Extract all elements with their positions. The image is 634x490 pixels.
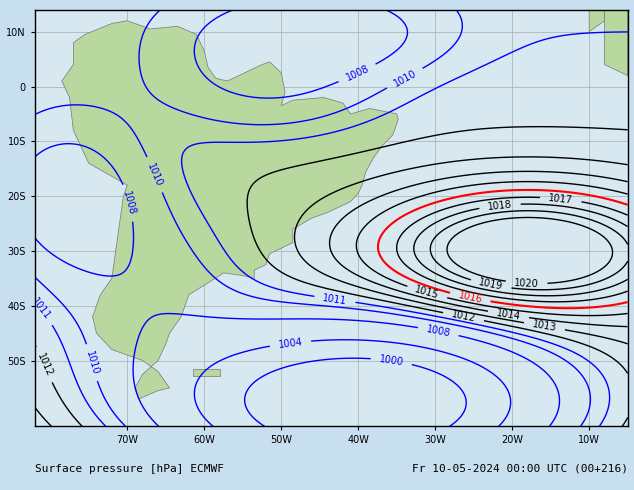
Text: 1012: 1012 bbox=[35, 351, 54, 378]
Text: Fr 10-05-2024 00:00 UTC (00+216): Fr 10-05-2024 00:00 UTC (00+216) bbox=[411, 464, 628, 474]
Text: 1020: 1020 bbox=[514, 278, 539, 289]
Text: 1008: 1008 bbox=[344, 64, 370, 83]
Polygon shape bbox=[605, 10, 628, 75]
Text: 1010: 1010 bbox=[392, 68, 418, 89]
Text: 1017: 1017 bbox=[548, 193, 574, 205]
Polygon shape bbox=[62, 21, 398, 399]
Text: 1015: 1015 bbox=[414, 284, 440, 301]
Text: 1004: 1004 bbox=[278, 337, 303, 349]
Text: 1011: 1011 bbox=[29, 296, 52, 322]
Polygon shape bbox=[589, 10, 605, 32]
Text: 1008: 1008 bbox=[425, 324, 451, 339]
Text: 1014: 1014 bbox=[496, 308, 521, 321]
Text: 1018: 1018 bbox=[487, 199, 512, 212]
Polygon shape bbox=[193, 369, 219, 376]
Text: 1010: 1010 bbox=[84, 349, 100, 376]
Text: 1008: 1008 bbox=[121, 190, 137, 216]
Text: 1000: 1000 bbox=[378, 354, 404, 368]
Text: 1012: 1012 bbox=[451, 309, 477, 324]
Text: 1013: 1013 bbox=[531, 319, 557, 333]
Text: Surface pressure [hPa] ECMWF: Surface pressure [hPa] ECMWF bbox=[35, 464, 224, 474]
Text: 1011: 1011 bbox=[322, 293, 348, 306]
Text: 1019: 1019 bbox=[478, 277, 504, 292]
Text: 1010: 1010 bbox=[145, 162, 164, 188]
Text: 1016: 1016 bbox=[457, 290, 483, 305]
